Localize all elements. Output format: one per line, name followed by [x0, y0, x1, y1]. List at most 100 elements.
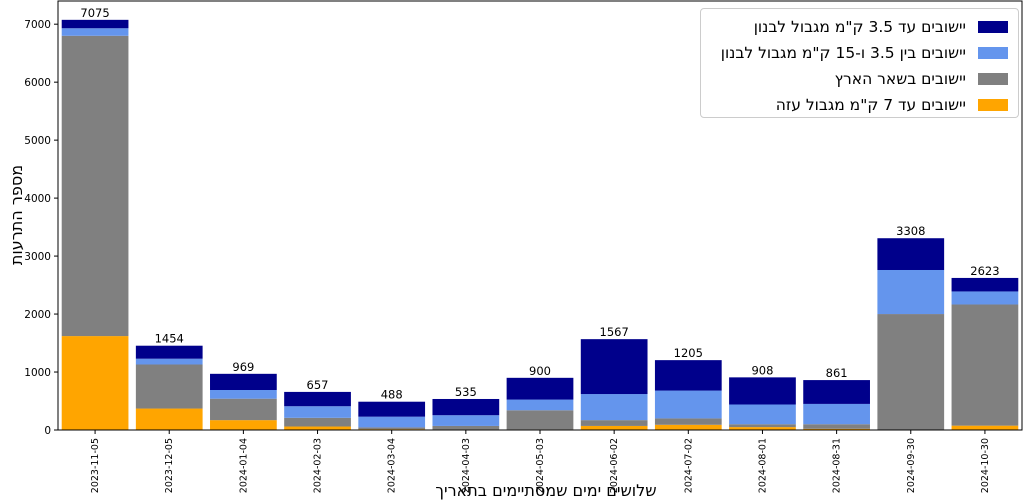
bar-total-label: 3308: [896, 224, 925, 238]
total-labels-layer: 7075 1454 969 657 488 535 900 1567 1205 908 861 330…: [80, 6, 999, 402]
bar-segment: [729, 424, 796, 428]
x-tick-label: 2024-02-03: [313, 438, 324, 493]
bar-segment: [358, 427, 426, 430]
y-tick-label: 0: [44, 425, 51, 437]
legend-swatch: [978, 47, 1008, 59]
y-tick-label: 3000: [24, 251, 51, 263]
bar-segment: [284, 417, 351, 427]
x-tick-label: 2024-09-30: [906, 438, 917, 493]
y-tick-label: 5000: [24, 135, 51, 147]
bar-total-label: 969: [232, 360, 254, 374]
bar-total-label: 1205: [674, 346, 703, 360]
bar-segment: [506, 399, 574, 411]
bar-total-label: 1567: [600, 325, 629, 339]
bar-segment: [61, 336, 129, 430]
bar-total-label: 900: [529, 364, 551, 378]
bar-segment: [729, 404, 796, 425]
x-tick-label: 2024-10-30: [980, 438, 991, 493]
bar-segment: [951, 304, 1019, 426]
legend-swatch: [978, 73, 1008, 85]
bar-segment: [729, 377, 796, 405]
bar-segment: [432, 425, 500, 430]
x-tick-label: 2023-11-05: [90, 438, 101, 493]
bar-segment: [61, 28, 129, 36]
legend-label: יישובים עד 3.5 ק"מ מגבול לבנון: [753, 18, 966, 36]
legend-label: יישובים בשאר הארץ: [834, 70, 966, 88]
bar-segment: [803, 428, 870, 430]
x-tick-label: 2024-08-31: [832, 438, 843, 493]
y-tick-label: 4000: [24, 193, 51, 205]
axes-layer: 2023-11-05 2023-12-05 2024-01-04 2024-02-03…: [24, 0, 1023, 493]
y-tick-label: 6000: [24, 77, 51, 89]
bar-segment: [135, 408, 203, 430]
bar-segment: [654, 360, 722, 391]
x-tick-label: 2024-03-04: [387, 438, 398, 493]
bar-segment: [951, 291, 1019, 305]
bar-total-label: 861: [826, 366, 848, 380]
bar-segment: [654, 418, 722, 425]
bar-segment: [580, 339, 648, 395]
legend-label: יישובים עד 7 ק"מ מגבול עזה: [775, 96, 966, 114]
bar-segment: [580, 425, 648, 430]
bar-segment: [877, 238, 945, 270]
bar-segment: [284, 406, 351, 418]
bar-total-label: 7075: [80, 6, 109, 20]
bar-segment: [210, 389, 277, 399]
bar-segment: [432, 415, 500, 426]
legend-item-lebanon-3-5-to-15km: יישובים בין 3.5 ו-15 ק"מ מגבול לבנון: [721, 41, 1008, 65]
bar-segment: [210, 373, 277, 390]
chart-legend: יישובים עד 3.5 ק"מ מגבול לבנון יישובים ב…: [700, 8, 1019, 118]
legend-label: יישובים בין 3.5 ו-15 ק"מ מגבול לבנון: [720, 44, 966, 62]
bar-segment: [61, 35, 129, 337]
bar-segment: [803, 380, 870, 404]
bar-segment: [654, 424, 722, 430]
legend-swatch: [978, 99, 1008, 111]
bar-segment: [580, 420, 648, 426]
x-tick-label: 2024-06-02: [609, 438, 620, 493]
bar-total-label: 535: [455, 385, 477, 399]
bar-segment: [210, 420, 277, 430]
y-axis-title: מספר התרעות: [7, 165, 26, 265]
y-tick-label: 2000: [24, 309, 51, 321]
bar-total-label: 488: [381, 388, 403, 402]
bar-total-label: 657: [307, 378, 329, 392]
bar-segment: [284, 391, 351, 407]
bar-segment: [506, 410, 574, 430]
bar-total-label: 2623: [970, 264, 999, 278]
x-tick-label: 2024-01-04: [238, 438, 249, 493]
bar-segment: [210, 398, 277, 421]
x-tick-label: 2024-07-02: [683, 438, 694, 493]
bar-segment: [803, 403, 870, 425]
y-tick-label: 7000: [24, 19, 51, 31]
bar-total-label: 1454: [155, 332, 184, 346]
x-axis-title: שלושים ימים שמסתיימים בתאריך: [435, 481, 656, 500]
legend-item-lebanon-3-5km: יישובים עד 3.5 ק"מ מגבול לבנון: [754, 15, 1008, 39]
x-tick-label: 2024-04-03: [461, 438, 472, 493]
bar-segment: [358, 416, 426, 428]
bar-segment: [61, 19, 129, 29]
bar-segment: [877, 269, 945, 315]
bar-segment: [432, 398, 500, 416]
bar-segment: [135, 364, 203, 409]
bar-segment: [654, 390, 722, 419]
x-tick-label: 2024-08-01: [757, 438, 768, 493]
bar-segment: [135, 345, 203, 359]
bar-segment: [358, 401, 426, 417]
bar-total-label: 908: [751, 363, 773, 377]
bar-segment: [580, 394, 648, 421]
x-tick-label: 2024-05-03: [535, 438, 546, 493]
legend-item-rest-of-country: יישובים בשאר הארץ: [835, 67, 1008, 91]
y-tick-label: 1000: [24, 367, 51, 379]
plot-frame: [57, 0, 1023, 431]
bar-segment: [135, 358, 203, 365]
bar-segment: [951, 425, 1019, 430]
legend-item-gaza-7km: יישובים עד 7 ק"מ מגבול עזה: [776, 93, 1008, 117]
bar-segment: [729, 427, 796, 430]
bar-segment: [284, 426, 351, 430]
bar-segment: [877, 314, 945, 430]
legend-swatch: [978, 21, 1008, 33]
bar-segment: [803, 424, 870, 429]
bar-segment: [506, 377, 574, 400]
x-tick-label: 2023-12-05: [164, 438, 175, 493]
